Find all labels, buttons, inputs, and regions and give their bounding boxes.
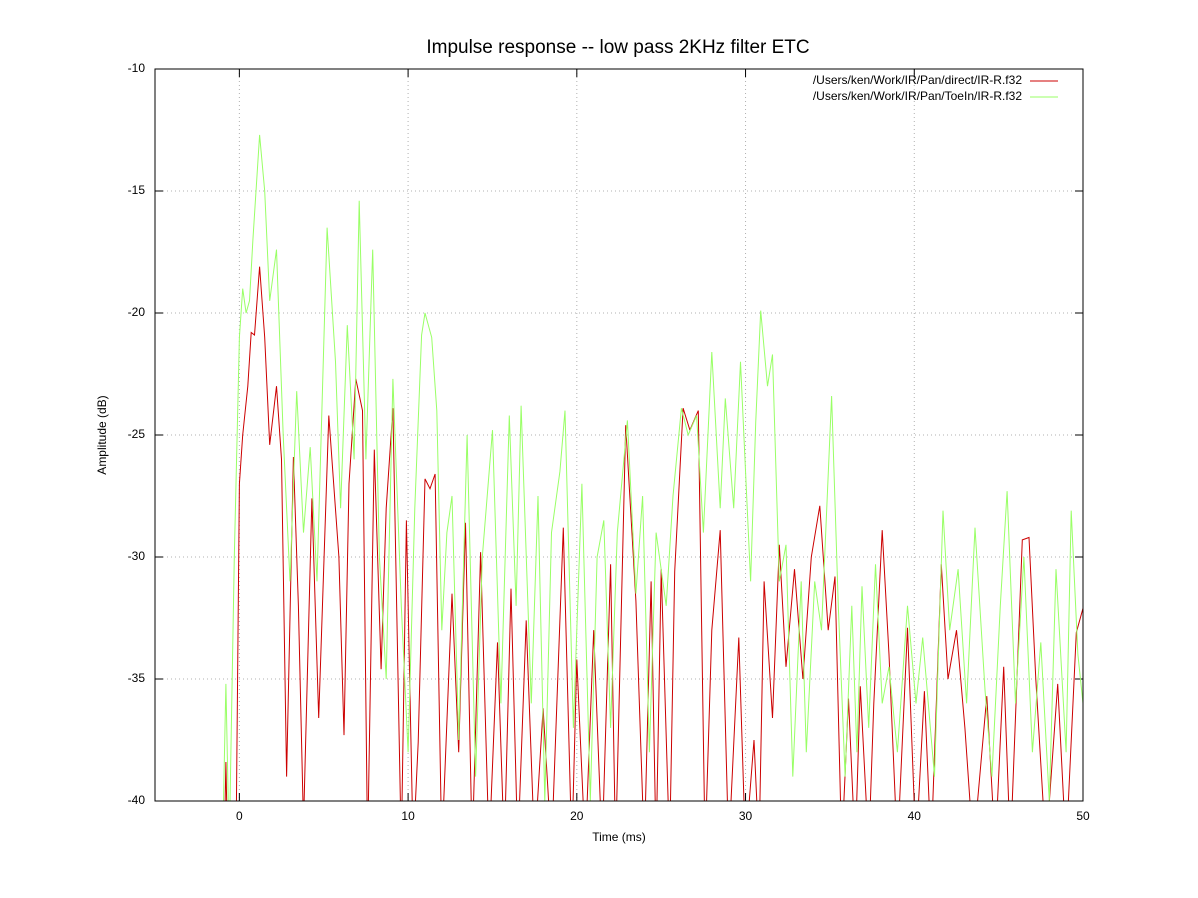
x-tick-label: 0 [236, 809, 243, 823]
x-tick-label: 30 [739, 809, 753, 823]
chart-title: Impulse response -- low pass 2KHz filter… [426, 37, 809, 58]
x-axis-label: Time (ms) [592, 830, 646, 844]
x-tick-label: 20 [570, 809, 584, 823]
x-tick-label: 10 [401, 809, 415, 823]
line-series [223, 134, 1083, 801]
y-axis-label: Amplitude (dB) [95, 395, 109, 474]
y-tick-label: -35 [128, 671, 146, 685]
legend-label: /Users/ken/Work/IR/Pan/ToeIn/IR-R.f32 [813, 89, 1023, 103]
y-tick-label: -40 [128, 793, 146, 807]
plot-area [224, 266, 1083, 801]
plot-frame [154, 68, 1084, 802]
legend-label: /Users/ken/Work/IR/Pan/direct/IR-R.f32 [813, 73, 1023, 87]
y-tick-label: -20 [128, 305, 146, 319]
y-tick-label: -30 [128, 549, 146, 563]
plot-area [223, 134, 1083, 801]
line-series [224, 266, 1083, 801]
y-tick-label: -15 [128, 183, 146, 197]
x-tick-label: 50 [1076, 809, 1090, 823]
y-tick-label: -10 [128, 61, 146, 75]
y-tick-label: -25 [128, 427, 146, 441]
x-tick-label: 40 [908, 809, 922, 823]
